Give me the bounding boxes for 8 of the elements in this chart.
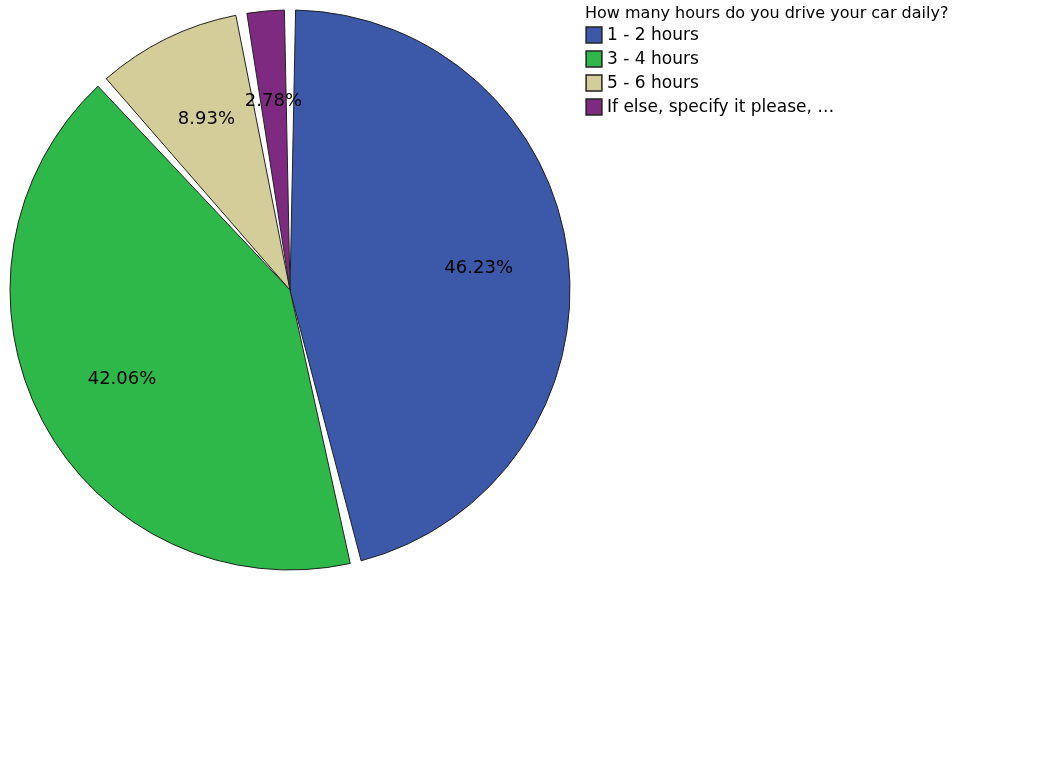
legend-label: 5 - 6 hours: [607, 72, 699, 92]
data-label: 8.93%: [177, 107, 236, 129]
legend-label: If else, specify it please, …: [607, 96, 835, 116]
data-label: 46.23%: [444, 255, 513, 277]
legend-label: 3 - 4 hours: [607, 48, 699, 68]
legend-label: 1 - 2 hours: [607, 24, 699, 44]
legend-title: How many hours do you drive your car daily?: [585, 3, 949, 22]
data-label: 42.06%: [87, 366, 157, 388]
